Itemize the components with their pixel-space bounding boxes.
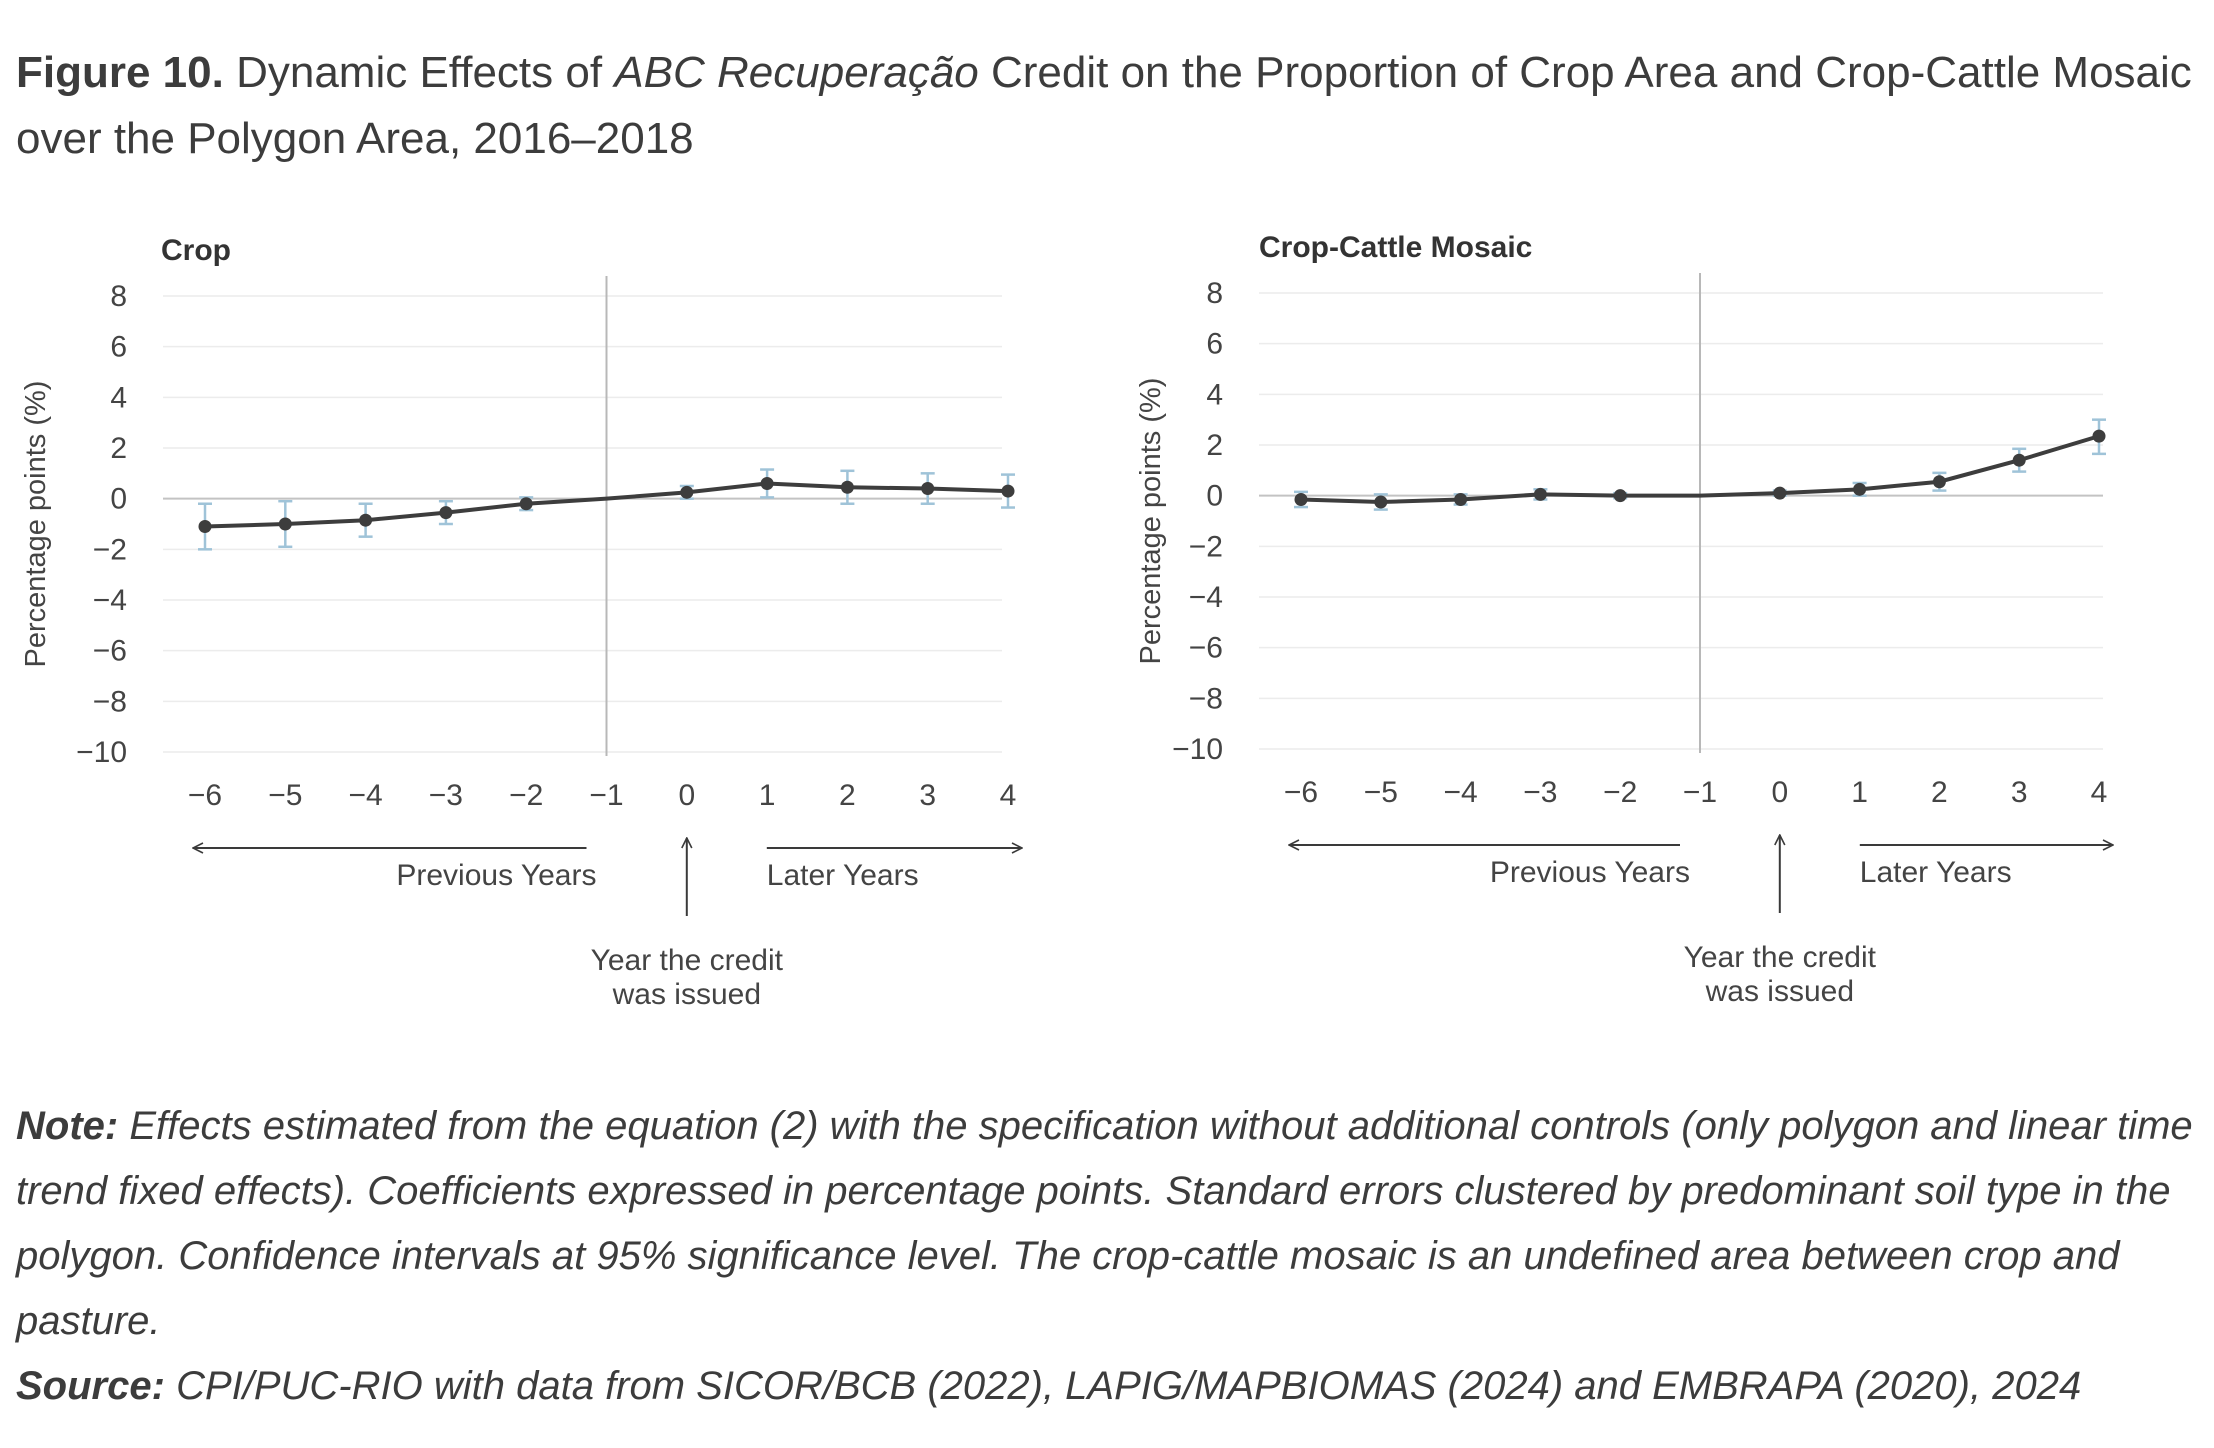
chart-1-data-point bbox=[680, 485, 694, 499]
chart-2-x-tick-label: 3 bbox=[2011, 776, 2028, 809]
chart-1-credit-label-line1: Year the credit bbox=[591, 944, 784, 977]
chart-1-data-point bbox=[840, 480, 854, 494]
chart-2-title: Crop-Cattle Mosaic bbox=[1259, 231, 1532, 264]
chart-2-y-tick-label: −6 bbox=[1189, 632, 1223, 665]
chart-1-data-point bbox=[760, 476, 774, 490]
chart-1-y-tick-label: 8 bbox=[110, 280, 127, 313]
chart-2-x-tick-label: −5 bbox=[1364, 776, 1398, 809]
chart-2-y-tick-label: −8 bbox=[1189, 682, 1223, 715]
source-paragraph: Source: CPI/PUC-RIO with data from SICOR… bbox=[16, 1354, 2196, 1419]
chart-1-y-tick-label: −6 bbox=[93, 635, 127, 668]
chart-2-x-tick-label: 0 bbox=[1771, 776, 1788, 809]
chart-2-data-point bbox=[1454, 492, 1468, 506]
chart-2-y-axis-label: Percentage points (%) bbox=[1135, 378, 1167, 665]
note-paragraph: Note: Effects estimated from the equatio… bbox=[16, 1094, 2196, 1354]
chart-2-y-tick-label: 0 bbox=[1206, 480, 1223, 513]
chart-2-credit-label-line1: Year the credit bbox=[1684, 941, 1877, 974]
figure-label: Figure 10. bbox=[16, 48, 224, 97]
chart-1-x-tick-label: −3 bbox=[429, 779, 463, 812]
chart-2-y-tick-label: 4 bbox=[1206, 378, 1223, 411]
chart-1-y-tick-label: −8 bbox=[93, 685, 127, 718]
chart-1-y-tick-label: 0 bbox=[110, 483, 127, 516]
chart-2-data-point bbox=[1613, 489, 1627, 503]
chart-1-x-tick-label: 3 bbox=[919, 779, 936, 812]
chart-1-x-tick-label: −2 bbox=[509, 779, 543, 812]
source-label: Source: bbox=[16, 1364, 165, 1408]
chart-1-data-point bbox=[439, 506, 453, 520]
chart-2-data-point bbox=[1773, 486, 1787, 500]
chart-1-series-line bbox=[204, 481, 1009, 529]
chart-2-series-line bbox=[1300, 434, 2100, 505]
figure-title-post: Credit on the Proportion of Crop Area an… bbox=[16, 48, 2192, 163]
chart-2-x-tick-label: −6 bbox=[1284, 776, 1318, 809]
chart-2-data-point bbox=[1932, 475, 1946, 489]
chart-2-x-tick-label: −2 bbox=[1603, 776, 1637, 809]
chart-2-y-tick-label: −4 bbox=[1189, 581, 1223, 614]
chart-2-data-point bbox=[1374, 495, 1388, 509]
chart-2-credit-label-line2: was issued bbox=[1705, 975, 1854, 1008]
chart-1-x-tick-label: −6 bbox=[188, 779, 222, 812]
chart-1-y-tick-label: −10 bbox=[76, 736, 127, 769]
chart-1-x-tick-label: −4 bbox=[348, 779, 382, 812]
chart-2-x-tick-label: −1 bbox=[1683, 776, 1717, 809]
chart-1-x-tick-label: 2 bbox=[839, 779, 856, 812]
chart-1-data-point bbox=[278, 517, 292, 531]
chart-1-x-tick-label: 1 bbox=[759, 779, 776, 812]
chart-1-later-years-label: Later Years bbox=[767, 859, 919, 892]
chart-1-y-tick-label: 2 bbox=[110, 432, 127, 465]
source-text: CPI/PUC-RIO with data from SICOR/BCB (20… bbox=[176, 1364, 2082, 1408]
chart-2-y-tick-label: −10 bbox=[1172, 733, 1223, 766]
chart-2-x-tick-label: 2 bbox=[1931, 776, 1948, 809]
chart-1-data-point bbox=[198, 520, 212, 534]
chart-2-data-point bbox=[2012, 453, 2026, 467]
chart-2-y-tick-label: −2 bbox=[1189, 530, 1223, 563]
chart-2-data-point bbox=[2092, 429, 2106, 443]
chart-1-x-tick-label: 4 bbox=[1000, 779, 1017, 812]
chart-2-previous-years-label: Previous Years bbox=[1490, 856, 1690, 889]
chart-2-x-tick-label: 1 bbox=[1851, 776, 1868, 809]
chart-1-y-tick-label: −2 bbox=[93, 533, 127, 566]
figure-title: Figure 10. Dynamic Effects of ABC Recupe… bbox=[16, 40, 2196, 172]
chart-1-y-axis-label: Percentage points (%) bbox=[20, 381, 52, 668]
chart-2-y-tick-label: 6 bbox=[1206, 328, 1223, 361]
figure-title-italic: ABC Recuperação bbox=[614, 48, 979, 97]
chart-1-data-point bbox=[519, 497, 533, 511]
chart-1-x-tick-label: −1 bbox=[589, 779, 623, 812]
chart-2-x-tick-label: −3 bbox=[1523, 776, 1557, 809]
chart-1-data-point bbox=[359, 513, 373, 527]
note-text: Effects estimated from the equation (2) … bbox=[16, 1104, 2193, 1343]
chart-1-x-tick-label: 0 bbox=[678, 779, 695, 812]
chart-1-previous-years-label: Previous Years bbox=[396, 859, 596, 892]
chart-1-x-tick-label: −5 bbox=[268, 779, 302, 812]
chart-1-y-tick-label: −4 bbox=[93, 584, 127, 617]
chart-2-later-years-label: Later Years bbox=[1860, 856, 2012, 889]
chart-1-data-point bbox=[1001, 484, 1015, 498]
chart-2-data-point bbox=[1853, 482, 1867, 496]
chart-1-data-point bbox=[921, 482, 935, 496]
notes-block: Note: Effects estimated from the equatio… bbox=[16, 1094, 2196, 1419]
chart-2-y-tick-label: 8 bbox=[1206, 277, 1223, 310]
chart-1-title: Crop bbox=[161, 234, 231, 267]
chart-1-y-tick-label: 6 bbox=[110, 331, 127, 364]
chart-2-data-point bbox=[1533, 487, 1547, 501]
chart-2-data-point bbox=[1294, 492, 1308, 506]
chart-1-y-tick-label: 4 bbox=[110, 381, 127, 414]
figure-title-pre: Dynamic Effects of bbox=[236, 48, 603, 97]
charts-canvas: Crop Percentage points (%) 8 6 4 2 0 −2 −4 −6 −8 −1… bbox=[20, 231, 2214, 1011]
chart-1-credit-label-line2: was issued bbox=[612, 978, 761, 1011]
chart-2-x-tick-label: −4 bbox=[1443, 776, 1477, 809]
chart-2-x-tick-label: 4 bbox=[2091, 776, 2108, 809]
note-label: Note: bbox=[16, 1104, 119, 1148]
chart-2-y-tick-label: 2 bbox=[1206, 429, 1223, 462]
